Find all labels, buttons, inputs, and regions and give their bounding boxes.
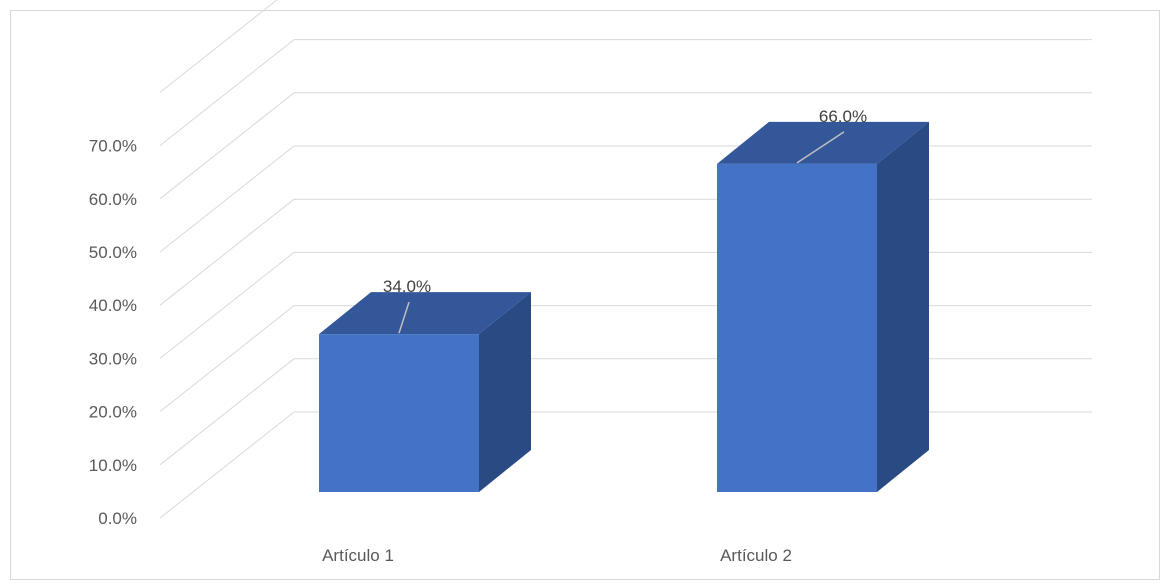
gridline-diagonal — [159, 411, 295, 519]
data-label: 34.0% — [383, 277, 431, 296]
gridline-diagonal — [159, 92, 295, 200]
gridline-diagonal — [159, 145, 295, 253]
gridline-diagonal — [159, 39, 295, 146]
gridlines — [159, 0, 1092, 519]
bar — [717, 163, 877, 492]
y-tick-label: 10.0% — [89, 456, 137, 475]
gridline-diagonal — [159, 305, 295, 412]
bar — [319, 334, 479, 492]
y-tick-label: 30.0% — [89, 349, 137, 368]
bar-side-face — [877, 121, 929, 492]
y-tick-label: 0.0% — [98, 509, 137, 528]
gridline-diagonal — [159, 252, 295, 359]
data-label: 66.0% — [819, 107, 867, 126]
gridline-diagonal — [159, 198, 295, 306]
bar-top-face — [319, 292, 531, 335]
chart-frame — [10, 10, 1160, 580]
y-tick-label: 60.0% — [89, 190, 137, 209]
y-tick-label: 40.0% — [89, 296, 137, 315]
y-tick-label: 70.0% — [89, 137, 137, 156]
y-tick-label: 50.0% — [89, 243, 137, 262]
data-label-leader-line — [398, 301, 410, 334]
gridline-diagonal — [159, 358, 295, 466]
bar-side-face — [479, 292, 531, 492]
x-category-label: Artículo 2 — [720, 546, 792, 565]
bars: 34.0% 66.0% — [319, 107, 929, 492]
y-axis-ticks: 0.0% 10.0% 20.0% 30.0% 40.0% 50.0% 60.0% 70.0% — [89, 137, 137, 528]
data-label-leader-line — [796, 131, 845, 164]
bar-top-face — [717, 121, 929, 164]
x-axis-categories: Artículo 1 Artículo 2 — [322, 546, 792, 565]
x-category-label: Artículo 1 — [322, 546, 394, 565]
y-tick-label: 20.0% — [89, 403, 137, 422]
gridline-diagonal — [159, 0, 278, 93]
